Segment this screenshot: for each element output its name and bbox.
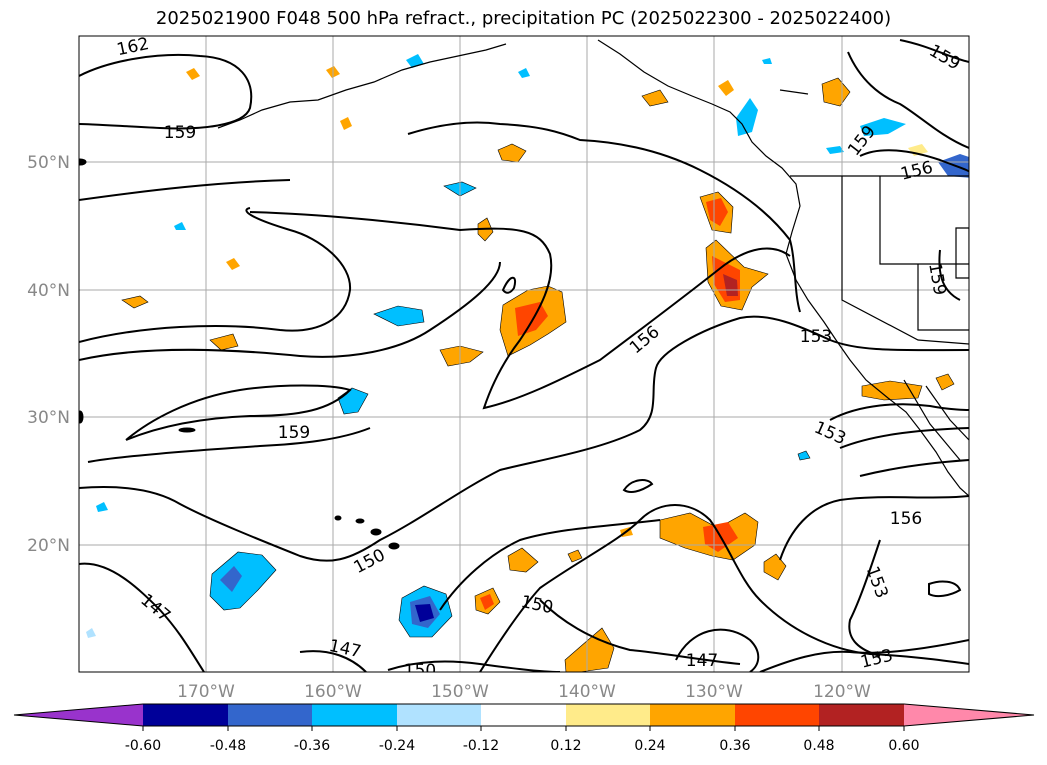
contour-label: 159 [164, 123, 196, 143]
precip-negative-area [518, 68, 530, 78]
colorbar-swatch [819, 704, 904, 726]
latitude-labels: 50°N 40°N 30°N 20°N [27, 153, 70, 556]
lon-label: 130°W [685, 682, 743, 702]
colorbar-tick-label: -0.24 [379, 738, 415, 754]
precip-positive-area [718, 80, 734, 96]
precip-negative-area [373, 305, 425, 327]
colorbar-swatch [566, 704, 650, 726]
lon-label: 150°W [431, 682, 489, 702]
coastlines [217, 39, 969, 497]
precip-positive-area [226, 258, 240, 270]
precip-positive-area [507, 547, 539, 573]
precip-positive-area [564, 627, 615, 672]
precip-positive-area [340, 117, 352, 130]
lon-label: 140°W [558, 682, 616, 702]
colorbar: -0.60 -0.48 -0.36 -0.24 -0.12 0.12 0.24 … [13, 703, 1035, 754]
precip-positive-area [186, 68, 200, 80]
colorbar-tick-label: -0.60 [125, 738, 161, 754]
precip-positive-area [821, 77, 851, 107]
colorbar-swatch [650, 704, 735, 726]
lon-label: 120°W [813, 682, 871, 702]
colorbar-tick-label: 0.36 [719, 738, 750, 754]
islands [79, 158, 400, 550]
map-frame [78, 35, 970, 673]
colorbar-swatch [312, 704, 397, 726]
map-title: 2025021900 F048 500 hPa refract., precip… [155, 8, 892, 29]
precip-positive-area [641, 89, 669, 107]
lat-label: 50°N [27, 153, 70, 173]
colorbar-swatch [481, 704, 566, 726]
colorbar-tick-label: -0.48 [210, 738, 246, 754]
precip-positive-area [209, 333, 239, 351]
precip-positive-area [439, 345, 484, 367]
precip-negative-area [797, 450, 811, 461]
precip-negative-area [860, 118, 906, 136]
precip-negative-area [415, 604, 434, 622]
longitude-labels: 170°W 160°W 150°W 140°W 130°W 120°W [177, 682, 871, 702]
contour-label: 159 [278, 423, 310, 443]
colorbar-tick-label: 0.48 [803, 738, 834, 754]
lon-label: 160°W [304, 682, 362, 702]
colorbar-tick-label: 0.60 [888, 738, 919, 754]
precip-positive-area [706, 198, 728, 226]
refractivity-contours [79, 39, 969, 672]
contour-label: 147 [686, 651, 718, 671]
precip-positive-area [935, 373, 955, 391]
colorbar-swatch [228, 704, 312, 726]
precip-negative-area [86, 628, 96, 638]
precip-positive-area [567, 549, 583, 563]
gridlines [79, 36, 969, 672]
precip-positive-area [480, 594, 494, 610]
contour-label: 156 [890, 509, 922, 529]
precip-negative-area [174, 222, 186, 230]
lon-label: 170°W [177, 682, 235, 702]
lat-label: 20°N [27, 536, 70, 556]
precip-positive-area [497, 143, 527, 163]
precip-positive-area [763, 553, 787, 581]
precip-positive-area [515, 302, 548, 336]
colorbar-tick-label: 0.12 [550, 738, 581, 754]
colorbar-swatch [397, 704, 481, 726]
lat-label: 40°N [27, 281, 70, 301]
contour-label: 153 [800, 327, 832, 347]
lat-label: 30°N [27, 408, 70, 428]
precip-negative-area [736, 98, 758, 136]
colorbar-extend-high [904, 704, 1034, 726]
colorbar-tick-label: 0.24 [634, 738, 665, 754]
contour-label: 150 [404, 661, 436, 681]
colorbar-swatch [735, 704, 819, 726]
colorbar-extend-low [14, 704, 143, 726]
precip-negative-area [220, 566, 242, 592]
precip-negative-area [826, 146, 844, 154]
precip-positive-area [121, 295, 149, 309]
colorbar-swatch [143, 704, 228, 726]
colorbar-tick-label: -0.12 [463, 738, 499, 754]
precip-negative-area [96, 502, 108, 512]
precip-negative-area [762, 58, 772, 64]
colorbar-tick-label: -0.36 [294, 738, 330, 754]
precip-negative-area [209, 551, 277, 611]
